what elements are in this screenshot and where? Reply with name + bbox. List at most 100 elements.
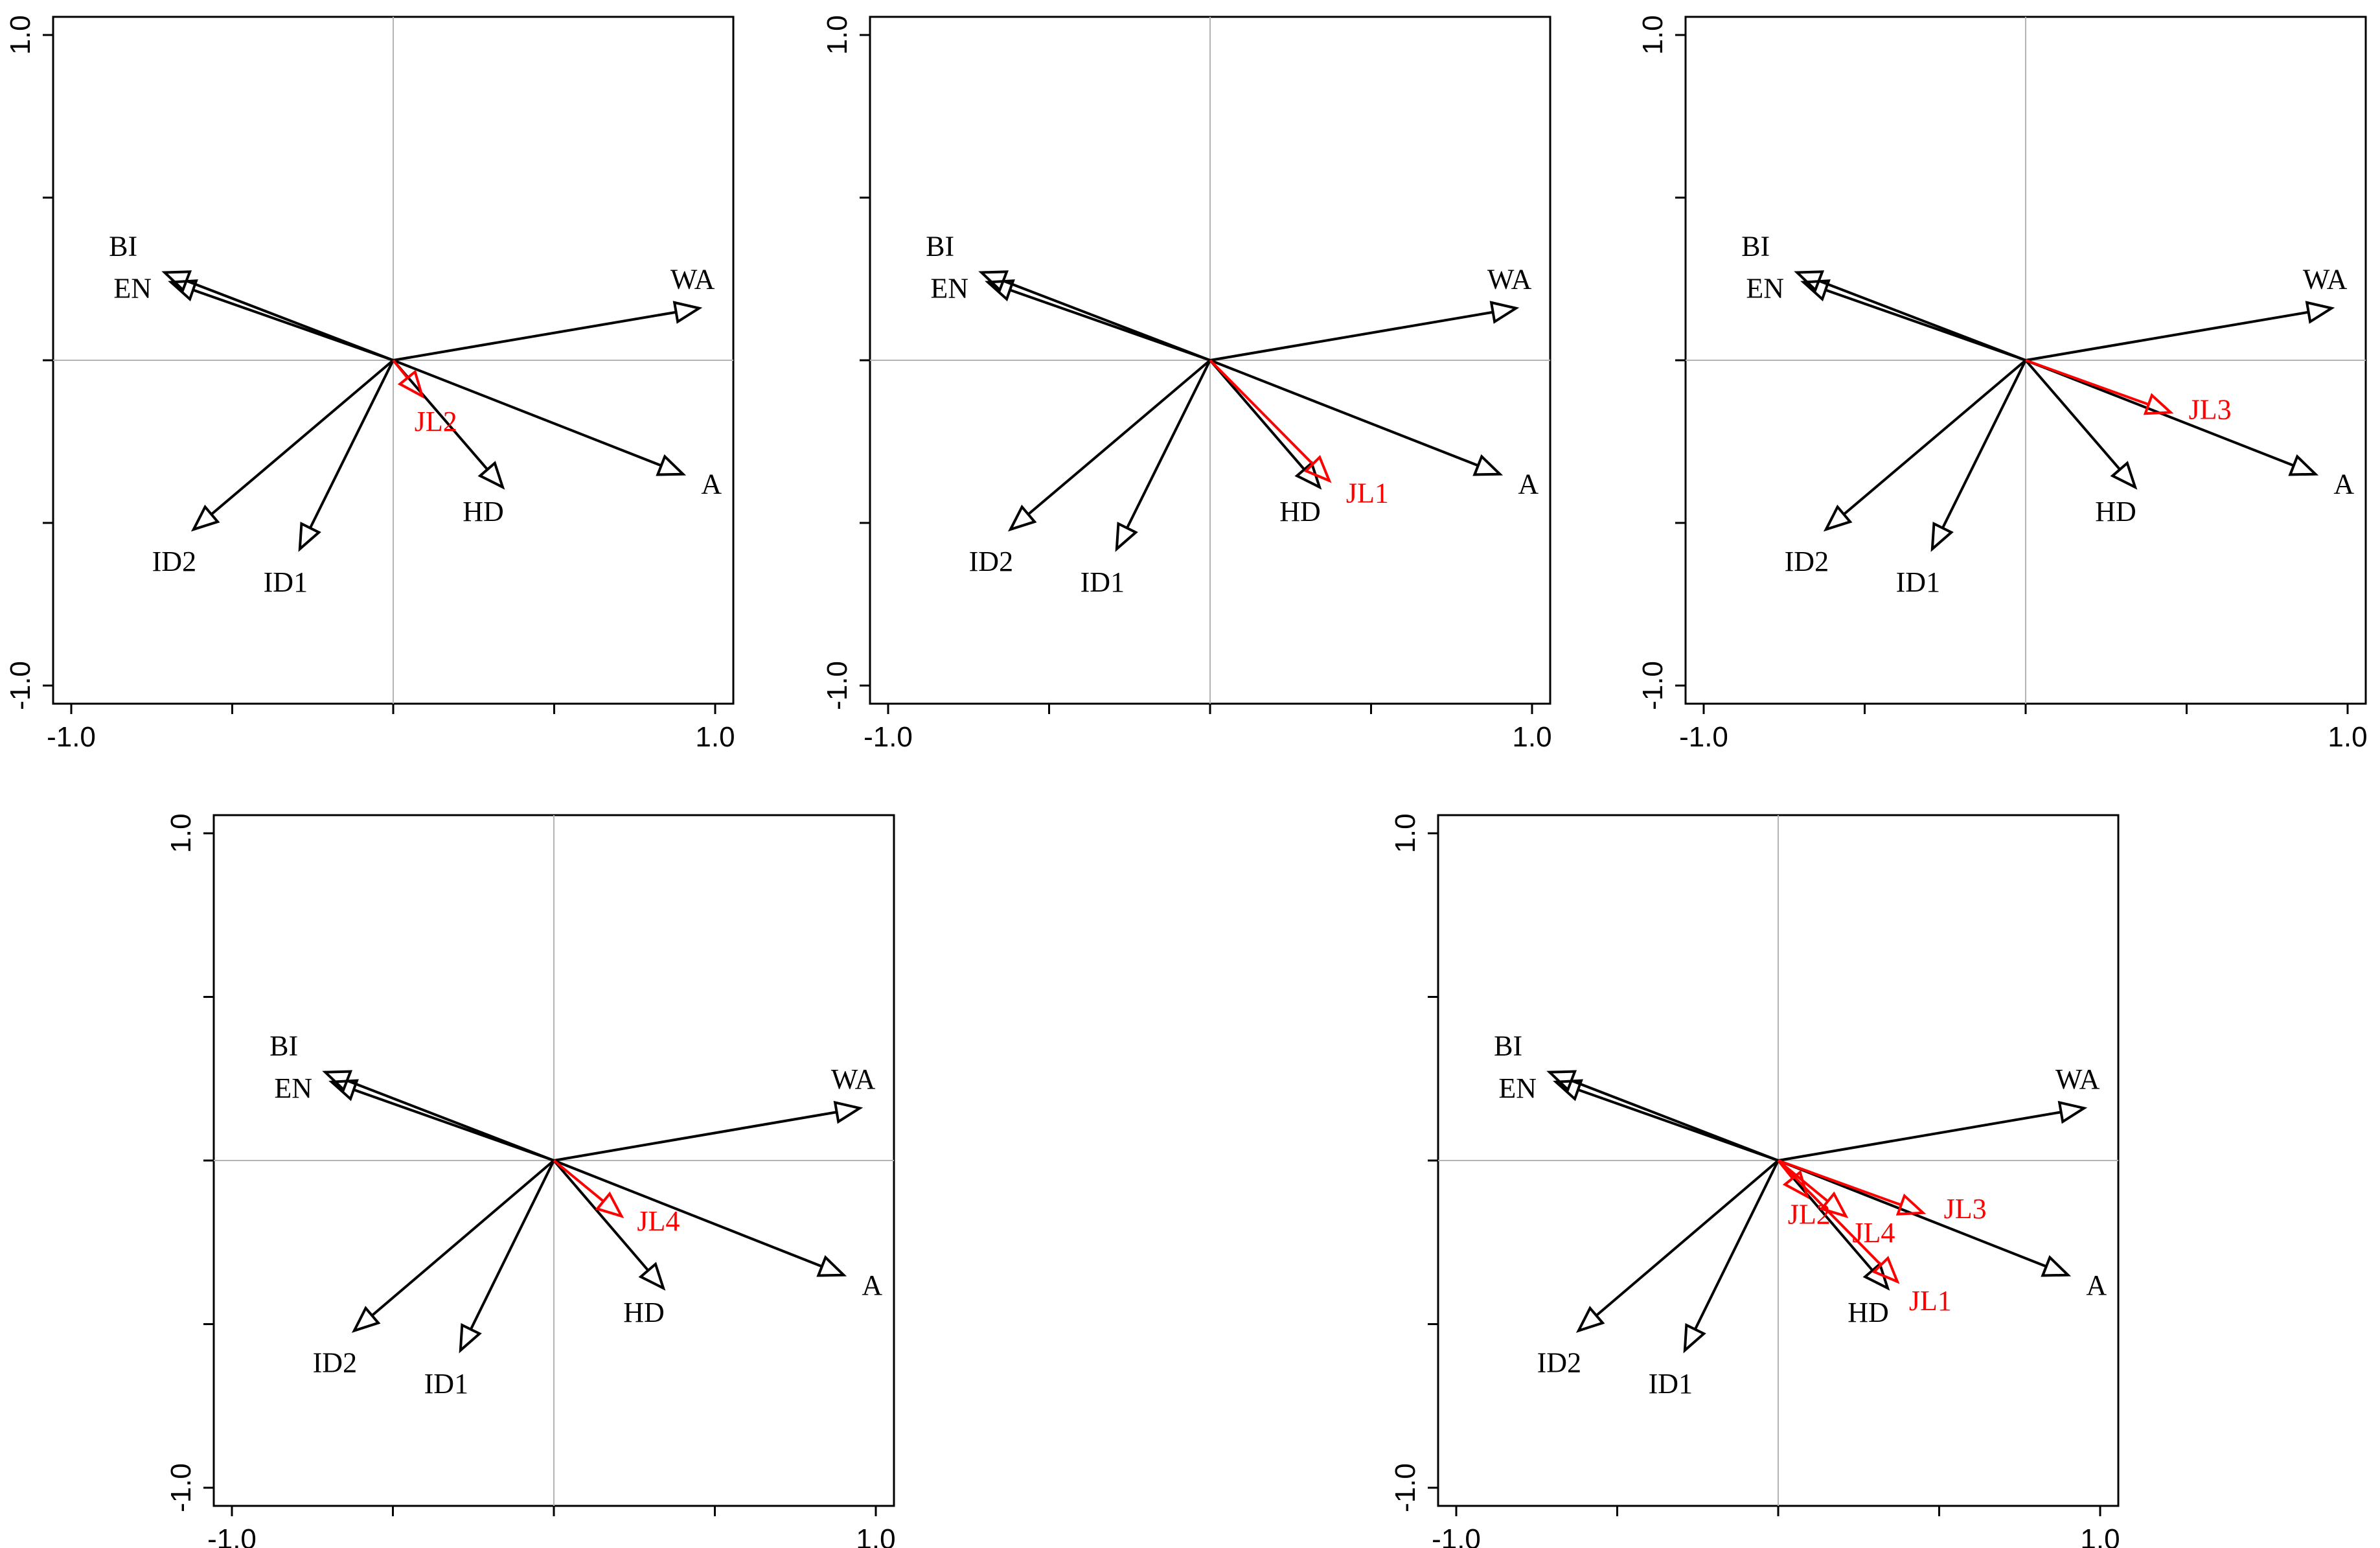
x-tick-label-min: -1.0	[47, 721, 96, 753]
vector-a-arrowhead	[816, 1255, 847, 1277]
vector-jl1-arrowhead	[1303, 455, 1332, 483]
vector-a-label: A	[701, 468, 722, 500]
y-tick-label-min: -1.0	[1390, 1463, 1421, 1512]
vector-wa-line	[553, 1111, 838, 1162]
vector-id1-label: ID1	[424, 1368, 468, 1400]
vector-id1-line	[1941, 360, 2027, 529]
vector-wa-label: WA	[2055, 1063, 2100, 1095]
vector-id1-arrowhead	[1930, 522, 1954, 552]
y-tick-label-max: 1.0	[165, 813, 197, 853]
vector-id1-line	[309, 360, 395, 529]
x-tick-label-max: 1.0	[695, 721, 735, 753]
vector-hd-label: HD	[1279, 496, 1321, 527]
biplot-panel-2: -1.0 1.0 -1.0 1.0 BI EN WA A HD ID1 ID2 JL1	[821, 15, 1552, 753]
vector-id2-label: ID2	[969, 546, 1013, 577]
vector-id2-label: ID2	[1537, 1347, 1581, 1379]
vector-a-line	[553, 1159, 823, 1268]
vector-en-line	[1009, 288, 1211, 362]
vector-en-arrowhead	[985, 279, 1015, 302]
vector-jl2-label: JL2	[415, 406, 457, 437]
vector-jl2-label: JL2	[1788, 1199, 1831, 1230]
vector-id2-arrowhead	[351, 1306, 381, 1333]
biplot-panel-3: -1.0 1.0 -1.0 1.0 BI EN WA A HD ID1 ID2 JL3	[1637, 15, 2368, 753]
vector-id1-arrowhead	[1683, 1323, 1706, 1354]
vector-hd-label: HD	[623, 1297, 665, 1328]
vector-jl1-arrowhead	[1871, 1256, 1900, 1284]
vector-hd-label: HD	[463, 496, 504, 527]
vector-a-line	[393, 359, 662, 467]
vector-id2-arrowhead	[1007, 504, 1037, 532]
vector-en-line	[1577, 1088, 1779, 1162]
vector-id2-arrowhead	[190, 504, 220, 532]
vector-en-arrowhead	[1553, 1079, 1583, 1102]
x-tick-label-max: 1.0	[2080, 1523, 2120, 1548]
vector-hd-line	[1209, 359, 1305, 470]
vector-jl2-arrowhead	[1782, 1170, 1809, 1199]
vector-jl3-label: JL3	[1944, 1193, 1987, 1225]
vector-id1-line	[469, 1160, 555, 1330]
vector-wa-label: WA	[831, 1063, 876, 1095]
vector-id2-line	[211, 359, 395, 516]
vector-jl2-line	[392, 359, 409, 379]
vector-en-line	[1825, 288, 2026, 362]
vector-jl3-label: JL3	[2189, 393, 2232, 425]
vector-wa-arrowhead	[2057, 1100, 2088, 1124]
vector-jl3-arrowhead	[2143, 393, 2174, 415]
vector-bi-label: BI	[1741, 230, 1770, 262]
vector-a-label: A	[1518, 468, 1539, 500]
vector-id1-line	[1693, 1160, 1779, 1330]
vector-hd-label: HD	[1848, 1297, 1889, 1328]
vector-wa-line	[1778, 1111, 2062, 1162]
vector-id2-label: ID2	[313, 1347, 357, 1379]
vector-en-label: EN	[1746, 273, 1784, 305]
x-tick-label-max: 1.0	[2328, 721, 2367, 753]
vector-a-arrowhead	[1472, 454, 1504, 476]
y-tick-label-max: 1.0	[1390, 813, 1421, 853]
vector-jl4-arrowhead	[595, 1191, 624, 1219]
vector-id2-arrowhead	[1575, 1306, 1605, 1333]
vector-wa-label: WA	[670, 264, 715, 295]
vector-jl3-arrowhead	[1895, 1193, 1927, 1216]
vector-jl3-line	[2025, 359, 2149, 406]
vector-bi-label: BI	[1494, 1030, 1522, 1062]
y-tick-label-max: 1.0	[1637, 15, 1669, 54]
vector-a-arrowhead	[2041, 1255, 2072, 1277]
vector-id2-line	[1595, 1159, 1779, 1317]
x-tick-label-max: 1.0	[1512, 721, 1551, 753]
vector-id2-label: ID2	[152, 546, 196, 577]
vector-id2-line	[371, 1159, 555, 1317]
vector-wa-label: WA	[1487, 264, 1532, 295]
vector-wa-arrowhead	[1489, 301, 1520, 324]
vector-a-line	[1209, 359, 1479, 467]
vector-a-arrowhead	[2288, 454, 2319, 476]
vector-hd-line	[2024, 359, 2121, 470]
x-tick-label-max: 1.0	[856, 1523, 895, 1548]
vector-jl4-arrowhead	[1819, 1191, 1849, 1219]
vector-id2-line	[1843, 359, 2027, 516]
x-tick-label-min: -1.0	[207, 1523, 257, 1548]
y-tick-label-min: -1.0	[821, 661, 853, 710]
vector-hd-arrowhead	[477, 461, 505, 490]
vector-a-label: A	[2086, 1269, 2107, 1301]
y-tick-label-min: -1.0	[165, 1463, 197, 1512]
y-tick-label-min: -1.0	[1637, 661, 1669, 710]
vector-jl1-line	[1777, 1159, 1882, 1266]
vector-id1-label: ID1	[1081, 566, 1125, 598]
vector-id2-line	[1027, 359, 1211, 516]
vector-a-label: A	[862, 1269, 882, 1301]
vector-jl4-line	[553, 1159, 604, 1203]
biplot-panel-4: -1.0 1.0 -1.0 1.0 BI EN WA A HD ID1 ID2 JL4	[165, 813, 896, 1548]
vector-id1-arrowhead	[1115, 522, 1138, 552]
vector-en-label: EN	[113, 273, 152, 305]
vector-en-label: EN	[930, 273, 968, 305]
vector-jl1-label: JL1	[1909, 1285, 1952, 1317]
vector-bi-label: BI	[926, 230, 954, 262]
vector-wa-label: WA	[2303, 264, 2348, 295]
vector-en-label: EN	[274, 1072, 312, 1104]
vector-hd-arrowhead	[638, 1262, 666, 1291]
vector-jl1-line	[1209, 359, 1314, 465]
vector-id2-label: ID2	[1785, 546, 1829, 577]
vector-hd-label: HD	[2095, 496, 2136, 527]
vector-hd-arrowhead	[2110, 461, 2138, 490]
